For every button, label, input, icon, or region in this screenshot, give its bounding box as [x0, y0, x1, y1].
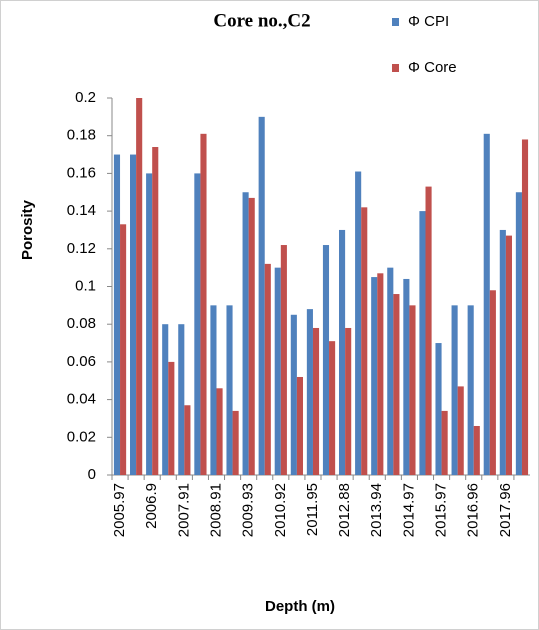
bar	[242, 192, 249, 475]
bar	[483, 133, 490, 475]
y-tick-label: 0.04	[67, 391, 96, 408]
bar	[473, 425, 480, 475]
bar	[361, 207, 368, 475]
bar	[403, 278, 410, 475]
bar	[216, 388, 223, 475]
legend-swatch	[392, 64, 399, 72]
bar	[521, 139, 529, 475]
bar	[322, 245, 330, 475]
bar	[248, 197, 255, 475]
bar	[232, 410, 239, 475]
x-tick-label: 2005.97	[111, 483, 128, 537]
y-tick-label: 0	[88, 466, 96, 483]
x-tick-label: 2009.93	[240, 483, 257, 537]
bar	[184, 405, 191, 475]
bar	[280, 245, 287, 475]
x-tick-label: 2013.94	[368, 483, 385, 537]
x-tick-label: 2006.9	[143, 483, 160, 529]
bar	[194, 173, 201, 475]
bar	[274, 267, 281, 475]
bar	[146, 173, 153, 475]
bar	[435, 343, 442, 475]
x-tick-label: 2008.91	[207, 483, 224, 537]
bar	[489, 290, 496, 475]
bar	[451, 305, 458, 475]
y-tick-label: 0.08	[67, 315, 96, 332]
bar	[296, 376, 303, 475]
bar	[168, 361, 175, 475]
bar	[339, 229, 346, 475]
y-tick-label: 0.02	[67, 428, 96, 445]
bar	[200, 133, 207, 475]
bar	[290, 314, 297, 475]
x-tick-label: 2015.97	[433, 483, 450, 537]
bar	[258, 116, 265, 475]
bar	[152, 147, 159, 475]
y-tick-label: 0.18	[67, 127, 96, 144]
y-tick-label: 0.16	[67, 164, 96, 181]
legend-label: Φ Core	[408, 59, 457, 76]
bar	[393, 294, 400, 475]
y-tick-label: 0.06	[67, 353, 96, 370]
bar	[409, 305, 416, 475]
y-axis-title: Porosity	[19, 199, 36, 260]
bar	[136, 98, 143, 475]
x-axis-title: Depth (m)	[265, 598, 335, 615]
bar	[515, 192, 522, 475]
legend-swatch	[392, 18, 399, 26]
bar	[371, 277, 378, 475]
bar	[377, 273, 384, 475]
bar	[113, 154, 121, 476]
x-tick-label: 2011.95	[304, 483, 321, 536]
bar	[345, 327, 352, 475]
bar	[210, 305, 217, 475]
bar	[162, 324, 169, 475]
legend-label: Φ CPI	[408, 13, 449, 30]
y-tick-label: 0.12	[67, 240, 96, 257]
bar	[306, 309, 313, 475]
bar	[419, 211, 426, 475]
y-tick-label: 0.1	[75, 277, 96, 294]
chart-title: Core no.,C2	[213, 10, 310, 31]
bar	[457, 386, 464, 475]
bar	[226, 305, 233, 475]
bar	[425, 186, 432, 475]
bar	[499, 229, 506, 475]
bar	[387, 267, 394, 475]
bar	[329, 341, 336, 475]
bar	[130, 154, 137, 476]
x-tick-label: 2010.92	[272, 483, 289, 537]
bar	[505, 235, 512, 475]
bar	[441, 410, 448, 475]
bar	[264, 263, 271, 475]
bar	[467, 305, 474, 475]
bar	[355, 171, 362, 475]
x-tick-label: 2016.96	[465, 483, 482, 537]
y-tick-label: 0.14	[67, 202, 96, 219]
bar	[178, 324, 185, 475]
x-tick-label: 2017.96	[497, 483, 514, 537]
bar	[312, 327, 320, 475]
x-tick-label: 2007.91	[175, 483, 192, 537]
x-tick-label: 2012.88	[336, 483, 353, 537]
x-tick-label: 2014.97	[400, 483, 417, 537]
y-tick-label: 0.2	[75, 89, 96, 106]
bar	[120, 224, 127, 475]
